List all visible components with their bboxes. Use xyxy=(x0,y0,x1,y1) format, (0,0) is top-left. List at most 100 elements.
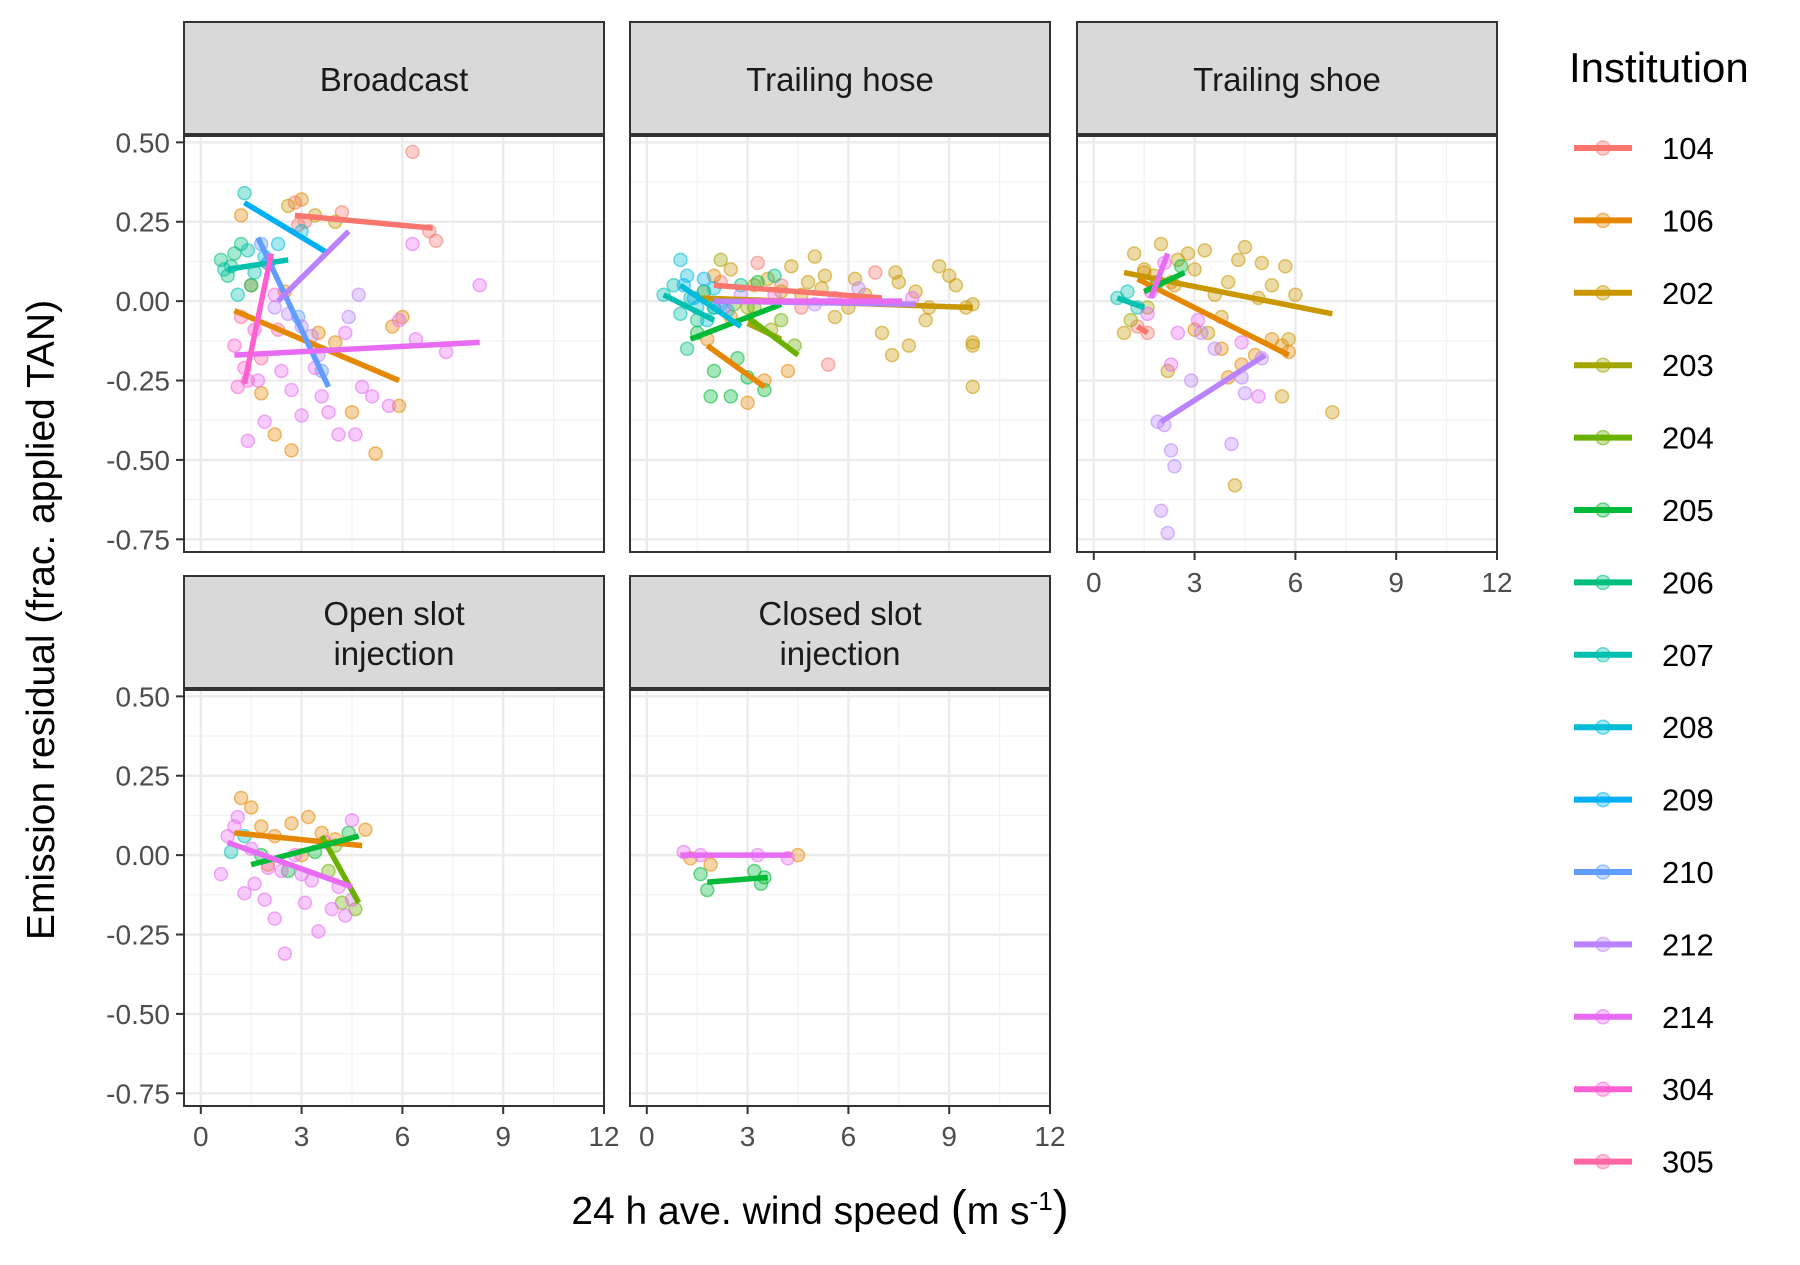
x-tick-label: 3 xyxy=(294,1121,310,1152)
trend-line-104 xyxy=(294,212,433,231)
data-point-202 xyxy=(1231,252,1246,268)
data-point-212 xyxy=(851,281,866,296)
facet-panel: Trailing shoe 0 3 6 9 12 xyxy=(1076,21,1513,598)
legend-key-point xyxy=(1595,864,1611,880)
legend-label: 304 xyxy=(1662,1072,1714,1107)
data-point-214 xyxy=(348,427,363,442)
facet-strip xyxy=(629,21,1051,135)
data-point-212 xyxy=(1160,525,1175,541)
legend-key-point xyxy=(1595,502,1611,518)
data-point-202 xyxy=(1254,255,1270,271)
data-point-203 xyxy=(713,252,728,268)
x-tick-label: 0 xyxy=(193,1121,209,1152)
data-point-214 xyxy=(257,892,272,907)
x-axis-title: 24 h ave. wind speed (m s-1) xyxy=(571,1182,1068,1235)
data-point-202 xyxy=(884,347,900,363)
facet-strip xyxy=(629,575,1051,689)
legend-label: 204 xyxy=(1662,421,1714,456)
y-tick-label: 0.50 xyxy=(116,127,171,158)
data-point-104 xyxy=(428,233,444,249)
trend-line-204 xyxy=(319,834,362,905)
panel-border xyxy=(183,689,605,1107)
panel-border xyxy=(629,135,1051,553)
plot-background xyxy=(630,136,1050,552)
data-point-106 xyxy=(301,809,316,825)
facet-panel: Broadcast 0.50 0.25 0.00 -0.25 -0.50 -0.75 xyxy=(106,21,606,555)
trend-line-214 xyxy=(1148,252,1171,299)
data-point-208 xyxy=(673,252,688,268)
legend-label: 209 xyxy=(1662,783,1714,818)
data-point-202 xyxy=(784,258,799,274)
x-tick-label: 3 xyxy=(1187,567,1203,598)
y-tick-label: 0.00 xyxy=(116,840,171,871)
legend-label: 207 xyxy=(1662,638,1714,673)
panels-layer: Broadcast 0.50 0.25 0.00 -0.25 -0.50 -0.75 Trai… xyxy=(106,21,1513,1152)
data-point-214 xyxy=(250,373,266,388)
data-point-212 xyxy=(1183,373,1199,388)
legend-key-point xyxy=(1595,357,1611,373)
data-point-106 xyxy=(233,208,249,223)
data-point-207 xyxy=(240,243,256,258)
data-point-202 xyxy=(948,278,964,293)
facet-strip xyxy=(183,575,605,689)
x-tick-label: 12 xyxy=(1481,567,1512,598)
data-point-214 xyxy=(1140,306,1155,322)
facet-strip xyxy=(1076,21,1498,135)
data-point-205 xyxy=(700,882,715,898)
data-point-106 xyxy=(284,443,299,458)
data-point-106 xyxy=(267,427,282,442)
legend-item-205: 205 xyxy=(1574,493,1714,528)
data-point-204 xyxy=(773,312,789,328)
data-point-212 xyxy=(1167,459,1182,474)
legend-item-208: 208 xyxy=(1574,710,1714,745)
data-point-202 xyxy=(1180,246,1196,261)
data-point-106 xyxy=(358,822,373,837)
data-point-214 xyxy=(1251,389,1266,404)
x-tick-label: 12 xyxy=(1034,1121,1065,1152)
data-point-106 xyxy=(243,800,259,815)
data-point-106 xyxy=(391,398,407,414)
legend-item-203: 203 xyxy=(1574,348,1714,383)
legend-label: 208 xyxy=(1662,710,1714,745)
x-tick-label: 9 xyxy=(941,1121,957,1152)
legend-key-point xyxy=(1595,647,1611,663)
data-point-214 xyxy=(338,908,353,923)
panel-border xyxy=(183,135,605,553)
data-point-106 xyxy=(780,363,796,379)
data-point-104 xyxy=(868,265,883,280)
data-point-212 xyxy=(1153,503,1169,518)
data-point-214 xyxy=(237,885,252,901)
data-point-202 xyxy=(931,258,947,274)
data-point-212 xyxy=(1207,341,1223,357)
trend-line-106 xyxy=(705,343,767,390)
x-tick-label: 0 xyxy=(639,1121,655,1152)
legend-key-point xyxy=(1595,719,1611,735)
legend-item-210: 210 xyxy=(1574,855,1714,890)
data-point-202 xyxy=(901,338,917,353)
data-point-106 xyxy=(344,405,360,420)
legend-key-point xyxy=(1595,1081,1611,1097)
data-point-214 xyxy=(267,911,282,926)
data-point-212 xyxy=(341,309,356,325)
data-point-202 xyxy=(280,198,296,214)
data-point-202 xyxy=(1325,405,1340,420)
data-point-214 xyxy=(297,895,313,911)
data-point-214 xyxy=(381,398,397,414)
x-tick-label: 12 xyxy=(588,1121,619,1152)
data-point-214 xyxy=(344,812,360,828)
legend-label: 305 xyxy=(1662,1145,1714,1180)
trend-line-208 xyxy=(678,282,743,329)
legend-title: Institution xyxy=(1569,44,1749,91)
facet-strip-label: Broadcast xyxy=(320,61,469,98)
data-point-214 xyxy=(1190,312,1206,328)
y-tick-label: -0.25 xyxy=(106,920,170,951)
data-point-304 xyxy=(227,338,242,353)
trend-line-205 xyxy=(707,874,768,885)
data-point-207 xyxy=(1120,284,1135,299)
data-point-106 xyxy=(284,816,299,831)
legend-key-point xyxy=(1595,429,1611,446)
data-point-212 xyxy=(1224,436,1239,452)
y-tick-label: -0.25 xyxy=(106,366,170,397)
